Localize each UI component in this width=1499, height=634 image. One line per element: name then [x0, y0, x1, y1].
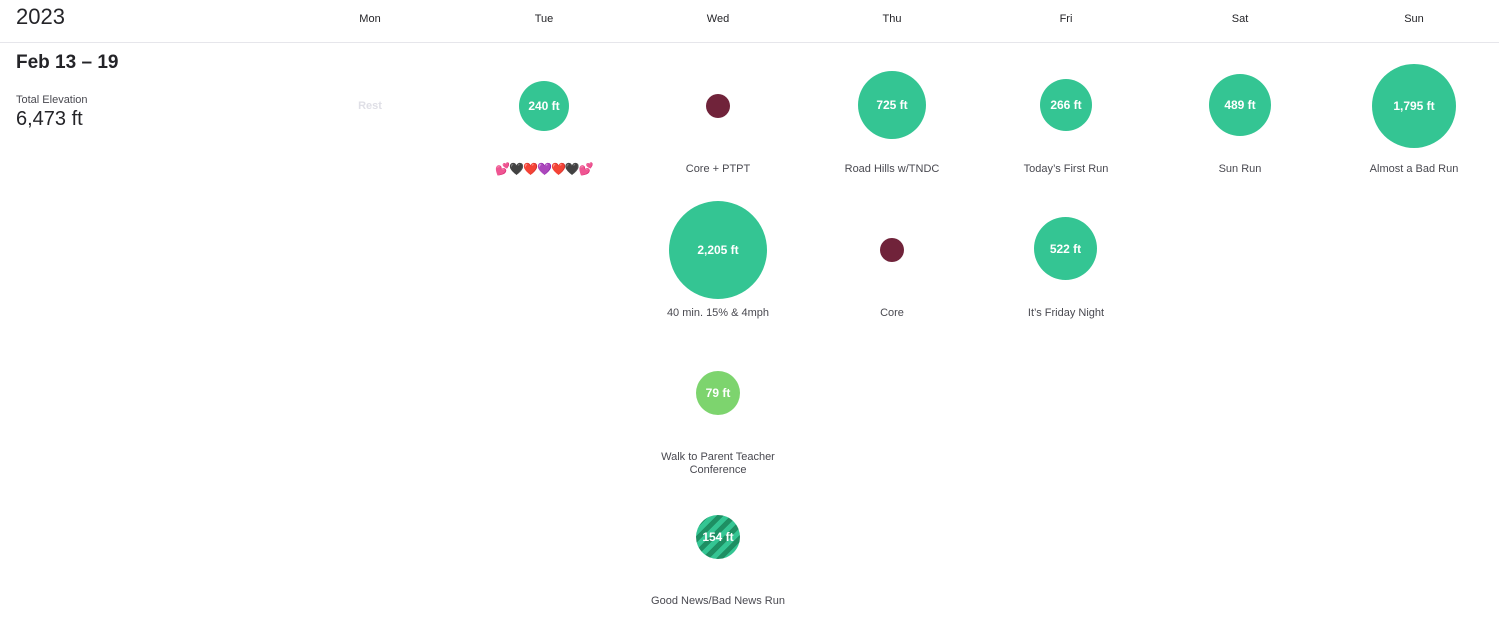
day-header-wed: Wed — [706, 13, 730, 25]
activity-name[interactable]: Today’s First Run — [1023, 163, 1109, 175]
day-header-tue: Tue — [534, 13, 554, 25]
activity-name[interactable]: Core — [880, 307, 904, 319]
activity-bubble[interactable]: 2,205 ft — [669, 201, 767, 299]
day-header-sun: Sun — [1404, 13, 1424, 25]
rest-day-label: Rest — [358, 100, 382, 112]
activity-bubble-striped[interactable]: 154 ft — [696, 515, 740, 559]
activity-name[interactable]: Core + PTPT — [685, 163, 751, 175]
day-header-fri: Fri — [1059, 13, 1073, 25]
day-header-mon: Mon — [359, 13, 381, 25]
activity-bubble[interactable]: 266 ft — [1040, 79, 1092, 131]
year-heading: 2023 — [16, 4, 65, 29]
activity-name[interactable]: Almost a Bad Run — [1369, 163, 1459, 175]
header-divider — [0, 42, 1499, 43]
activity-name[interactable]: 40 min. 15% & 4mph — [666, 307, 770, 319]
workout-dot[interactable] — [706, 94, 730, 118]
activity-bubble[interactable]: 725 ft — [858, 71, 926, 139]
day-header-sat: Sat — [1231, 13, 1249, 25]
total-elevation-value: 6,473 ft — [16, 108, 83, 130]
workout-dot[interactable] — [880, 238, 904, 262]
activity-bubble[interactable]: 489 ft — [1209, 74, 1271, 136]
total-elevation-label: Total Elevation — [16, 94, 88, 106]
activity-name[interactable]: It’s Friday Night — [1027, 307, 1105, 319]
activity-name[interactable]: Sun Run — [1218, 163, 1262, 175]
activity-bubble[interactable]: 1,795 ft — [1372, 64, 1456, 148]
activity-name[interactable]: Good News/Bad News Run — [651, 595, 785, 607]
week-range: Feb 13 – 19 — [16, 52, 119, 73]
day-header-thu: Thu — [882, 13, 902, 25]
activity-bubble[interactable]: 522 ft — [1034, 217, 1097, 280]
activity-name[interactable]: 💕🖤❤️💜❤️🖤💕 — [495, 162, 594, 176]
activity-name[interactable]: Walk to Parent Teacher Conference — [661, 451, 775, 476]
activity-bubble[interactable]: 240 ft — [519, 81, 569, 131]
walk-bubble[interactable]: 79 ft — [696, 371, 740, 415]
activity-name[interactable]: Road Hills w/TNDC — [844, 163, 940, 175]
